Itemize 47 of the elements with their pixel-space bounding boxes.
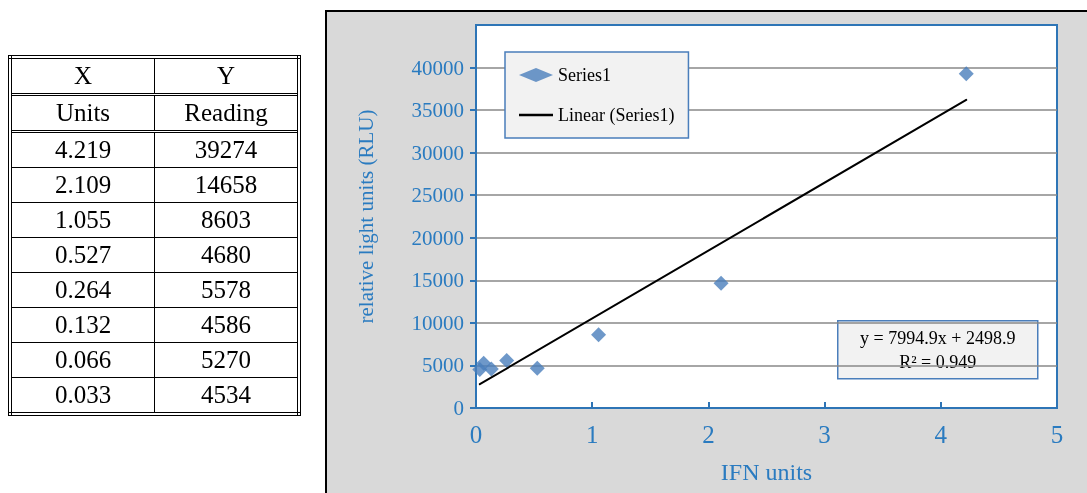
annotation: R² = 0.949: [899, 351, 977, 372]
y-tick-label: 10000: [411, 310, 464, 335]
point: [529, 360, 545, 376]
x-tick-label: 1: [585, 421, 599, 448]
y-tick-label: 35000: [411, 98, 464, 123]
y-tick-label: 20000: [411, 225, 464, 250]
text: Y: [154, 57, 299, 95]
text: 0.066: [10, 342, 155, 378]
x-tick-label: 0: [469, 421, 483, 448]
point: [472, 361, 488, 377]
y-tick-label: 15000: [411, 268, 464, 293]
text: 4534: [154, 377, 299, 414]
legend-label: Series1: [558, 65, 611, 85]
point: [958, 66, 974, 82]
x-axis-title: IFN units: [720, 459, 813, 485]
legend-label: Linear (Series1): [558, 105, 675, 126]
text: Reading: [154, 94, 299, 132]
text: 0.033: [10, 377, 155, 414]
text: 4586: [154, 307, 299, 343]
y-axis-title: relative light units (RLU): [353, 109, 378, 324]
point: [499, 353, 515, 369]
annotation: y = 7994.9x + 2498.9: [860, 327, 1016, 348]
x-tick-label: 5: [1050, 421, 1064, 448]
text: 14658: [154, 167, 299, 203]
x-tick-label: 3: [818, 421, 831, 448]
text: 4680: [154, 237, 299, 273]
text: 2.109: [10, 167, 155, 203]
point: [591, 327, 607, 343]
y-tick-label: 0: [453, 396, 464, 420]
y-tick-label: 30000: [411, 140, 464, 165]
text: 39274: [154, 131, 299, 168]
text: Units: [10, 94, 155, 132]
text: 4.219: [10, 131, 155, 168]
x-tick-label: 2: [702, 421, 715, 448]
text: 8603: [154, 202, 299, 238]
text: X: [10, 57, 155, 95]
text: 5270: [154, 342, 299, 378]
text: 0.132: [10, 307, 155, 343]
x-tick-label: 4: [934, 421, 948, 448]
text: 0.264: [10, 272, 155, 308]
y-tick-label: 25000: [411, 183, 464, 208]
y-tick-label: 5000: [422, 353, 464, 378]
text: 1.055: [10, 202, 155, 238]
point: [713, 275, 729, 291]
text: 0.527: [10, 237, 155, 273]
text: 5578: [154, 272, 299, 308]
y-tick-label: 40000: [411, 55, 464, 80]
